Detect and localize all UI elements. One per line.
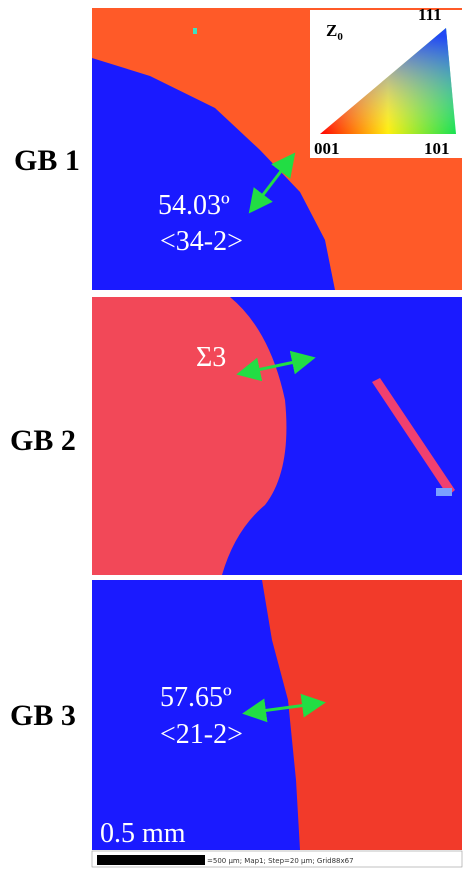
rotation-axis: <21-2> <box>160 719 243 750</box>
legend-101: 101 <box>424 139 450 158</box>
panel-label: GB 1 <box>14 144 80 177</box>
legend-111: 111 <box>418 5 442 24</box>
map-gb2: Σ3 <box>92 297 462 575</box>
boundary-type: Σ3 <box>196 342 226 373</box>
panel-label: GB 2 <box>10 424 76 457</box>
misorientation-angle: 54.03º <box>158 190 230 221</box>
scale-caption: =500 µm; Map1; Step=20 µm; Grid88x67 <box>207 857 354 865</box>
ipf-legend: Z0 111 001 101 <box>310 5 462 158</box>
misorientation-angle: 57.65º <box>160 682 232 713</box>
map-gb1: Z0 111 001 101 54.03º <34-2> <box>92 5 462 290</box>
legend-axis: Z0 <box>326 21 343 43</box>
legend-001: 001 <box>314 139 340 158</box>
scale-label: 0.5 mm <box>100 818 186 849</box>
arrow <box>236 350 316 382</box>
rotation-axis: <34-2> <box>160 226 243 257</box>
scale-bar <box>97 855 205 865</box>
arrow <box>248 152 296 214</box>
panel-label: GB 3 <box>10 699 76 732</box>
map-gb3: 57.65º <21-2> 0.5 mm <box>92 580 462 850</box>
arrow <box>242 693 326 723</box>
